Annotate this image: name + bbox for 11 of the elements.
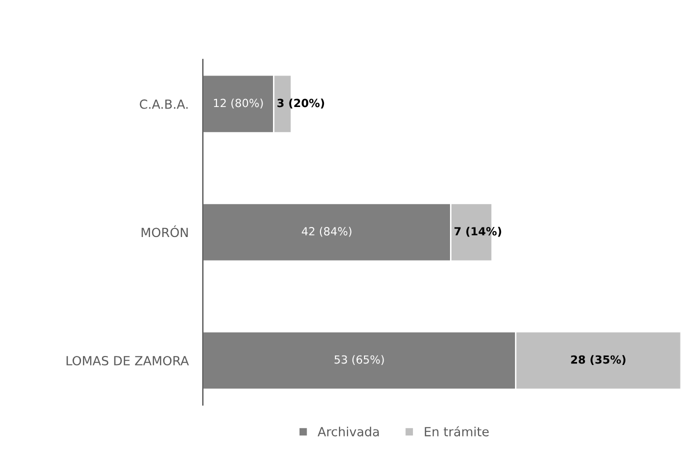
legend-label: En trámite [424, 426, 489, 436]
y-tick-label: LOMAS DE ZAMORA [66, 356, 189, 366]
data-label: 28 (35%) [571, 355, 626, 366]
data-label: 42 (84%) [302, 226, 352, 237]
data-label: 12 (80%) [214, 98, 263, 108]
legend-label: Archivada [318, 426, 379, 436]
data-label: 3 (20%) [277, 98, 324, 108]
data-label: 53 (65%) [334, 355, 384, 366]
y-tick-label: MORÓN [142, 225, 188, 238]
data-label: 7 (14%) [454, 226, 502, 237]
y-tick-label: C.A.B.A. [140, 99, 188, 109]
